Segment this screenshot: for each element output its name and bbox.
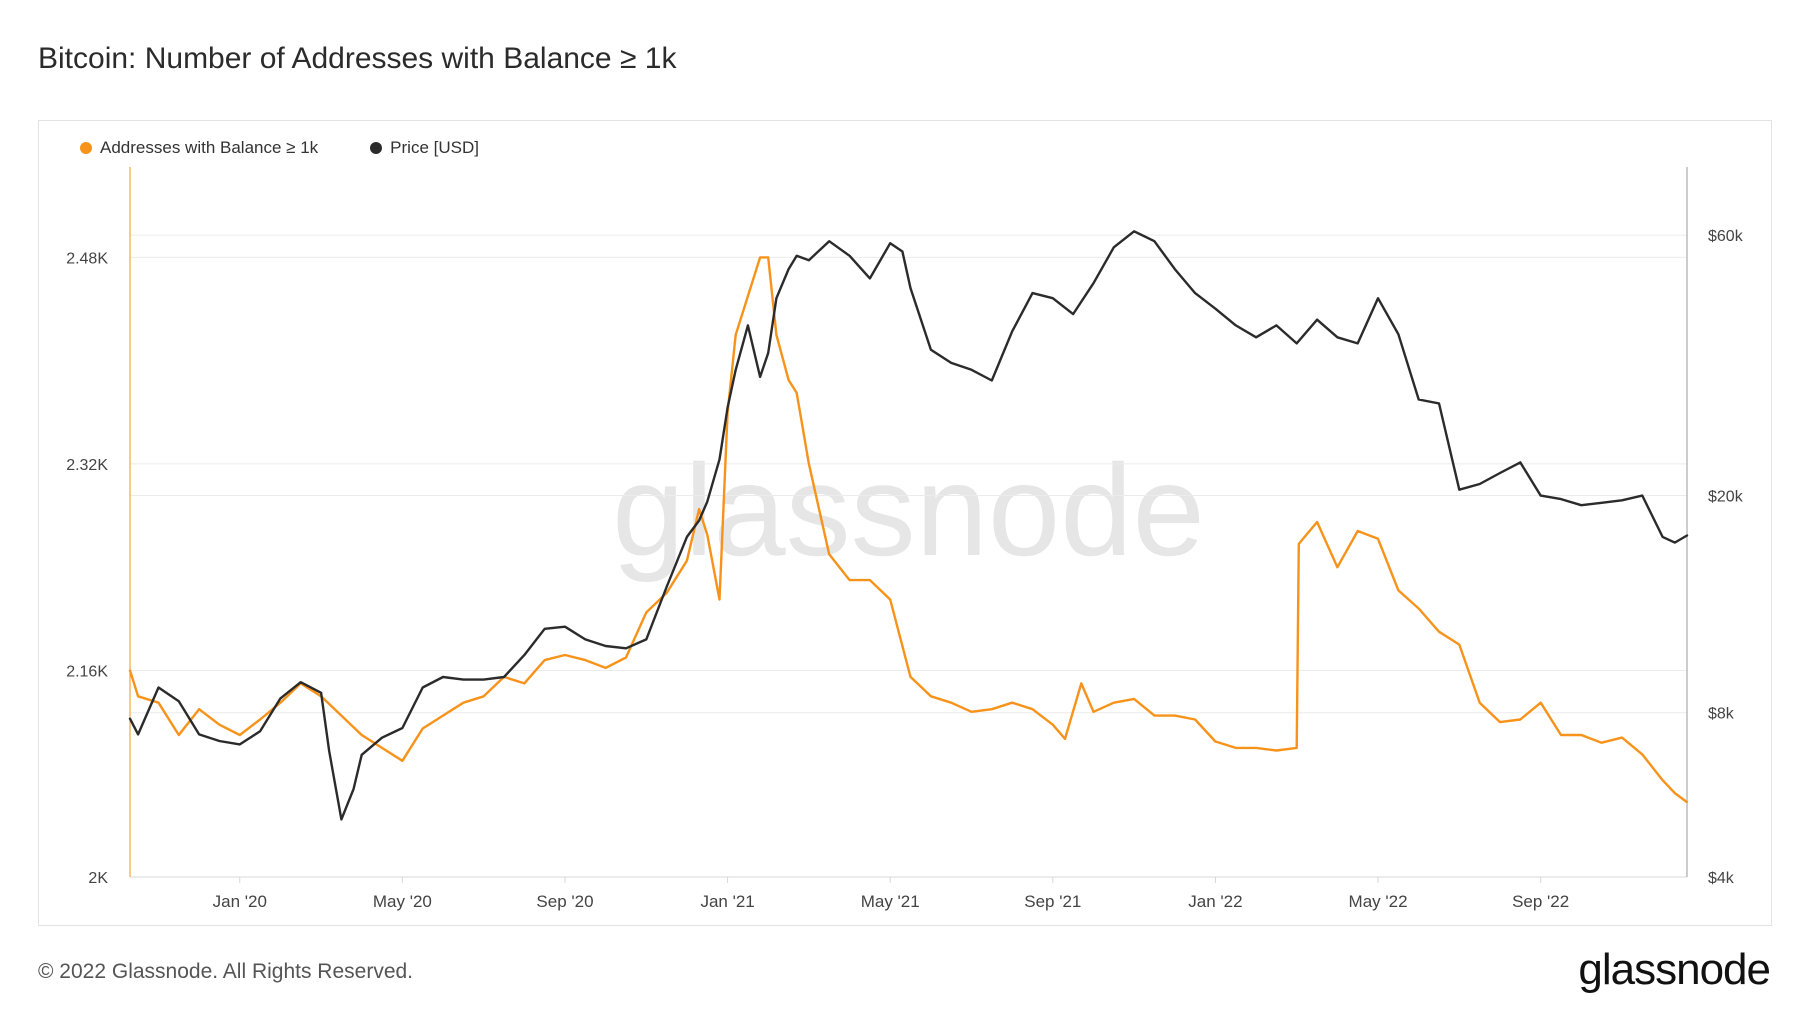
x-tick-label: May '20 <box>373 892 432 911</box>
y-right-tick-label: $4k <box>1708 870 1735 887</box>
x-tick-label: May '22 <box>1349 892 1408 911</box>
legend-label-price: Price [USD] <box>390 138 479 157</box>
y-right-tick-label: $20k <box>1708 489 1744 506</box>
chart-frame <box>38 120 1772 926</box>
y-right-tick-label: $60k <box>1708 228 1744 245</box>
y-left-tick-label: 2.32K <box>66 457 108 474</box>
glassnode-logo: glassnode <box>1578 945 1771 994</box>
watermark-text: glassnode <box>612 437 1205 583</box>
x-tick-label: Jan '20 <box>213 892 267 911</box>
x-tick-label: Jan '21 <box>700 892 754 911</box>
legend: Addresses with Balance ≥ 1k Price [USD] <box>80 138 479 158</box>
chart-title: Bitcoin: Number of Addresses with Balanc… <box>38 42 677 75</box>
x-tick-label: May '21 <box>861 892 920 911</box>
y-left-tick-label: 2K <box>88 870 108 887</box>
legend-dot-addresses <box>80 142 92 154</box>
x-tick-label: Sep '21 <box>1024 892 1081 911</box>
y-left-tick-label: 2.16K <box>66 663 108 680</box>
x-tick-label: Sep '22 <box>1512 892 1569 911</box>
x-tick-label: Sep '20 <box>536 892 593 911</box>
x-tick-label: Jan '22 <box>1188 892 1242 911</box>
y-right-tick-label: $8k <box>1708 706 1735 723</box>
series-line-addresses <box>128 256 1689 804</box>
series-line-price <box>128 230 1689 821</box>
copyright-text: © 2022 Glassnode. All Rights Reserved. <box>38 960 414 983</box>
legend-dot-price <box>370 142 383 154</box>
legend-item-price[interactable]: Price [USD] <box>370 138 479 158</box>
legend-label-addresses: Addresses with Balance ≥ 1k <box>100 138 319 157</box>
legend-item-addresses[interactable]: Addresses with Balance ≥ 1k <box>80 138 318 158</box>
y-left-tick-label: 2.48K <box>66 250 108 267</box>
